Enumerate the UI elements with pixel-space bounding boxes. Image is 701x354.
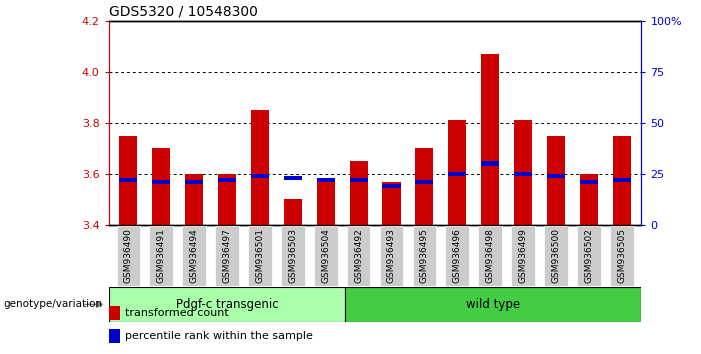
Text: GSM936503: GSM936503	[288, 228, 297, 283]
Bar	[478, 226, 502, 285]
Bar	[317, 182, 335, 225]
Text: GSM936493: GSM936493	[387, 228, 396, 283]
Bar	[514, 172, 532, 176]
Text: transformed count: transformed count	[125, 308, 229, 318]
Bar	[481, 54, 499, 225]
Bar	[347, 226, 370, 285]
Bar	[481, 161, 499, 166]
Text: GSM936504: GSM936504	[321, 228, 330, 283]
Text: GSM936505: GSM936505	[617, 228, 626, 283]
Bar	[109, 287, 346, 322]
Bar	[109, 329, 121, 343]
Bar	[380, 226, 403, 285]
Bar	[185, 174, 203, 225]
Bar	[445, 226, 469, 285]
Bar	[284, 176, 302, 180]
Bar	[415, 180, 433, 184]
Text: GSM936501: GSM936501	[255, 228, 264, 283]
Bar	[149, 226, 173, 285]
Bar	[284, 199, 302, 225]
Bar	[248, 226, 272, 285]
Bar	[218, 174, 236, 225]
Bar	[346, 287, 641, 322]
Text: GDS5320 / 10548300: GDS5320 / 10548300	[109, 5, 257, 19]
Bar	[314, 226, 338, 285]
Bar	[547, 174, 565, 178]
Text: wild type: wild type	[466, 298, 520, 311]
Bar	[544, 226, 568, 285]
Bar	[152, 148, 170, 225]
Text: GSM936502: GSM936502	[585, 228, 593, 283]
Text: GSM936497: GSM936497	[222, 228, 231, 283]
Bar	[251, 174, 269, 178]
Text: GSM936492: GSM936492	[354, 228, 363, 283]
Text: GSM936490: GSM936490	[124, 228, 133, 283]
Bar	[251, 110, 269, 225]
Bar	[610, 226, 634, 285]
Text: GSM936494: GSM936494	[190, 228, 198, 283]
Text: Pdgf-c transgenic: Pdgf-c transgenic	[176, 298, 278, 311]
Bar	[547, 136, 565, 225]
Bar	[613, 178, 631, 182]
Bar	[514, 120, 532, 225]
Bar	[119, 136, 137, 225]
Bar	[448, 120, 466, 225]
Bar	[511, 226, 535, 285]
Bar	[182, 226, 206, 285]
Text: GSM936495: GSM936495	[420, 228, 429, 283]
Bar	[577, 226, 601, 285]
Bar	[383, 184, 400, 188]
Bar	[580, 174, 598, 225]
Bar	[412, 226, 436, 285]
Text: GSM936491: GSM936491	[157, 228, 165, 283]
Text: GSM936499: GSM936499	[519, 228, 528, 283]
Bar	[415, 148, 433, 225]
Text: genotype/variation: genotype/variation	[4, 299, 102, 309]
Text: GSM936496: GSM936496	[453, 228, 462, 283]
Bar	[119, 178, 137, 182]
Bar	[185, 180, 203, 184]
Bar	[613, 136, 631, 225]
Bar	[218, 178, 236, 182]
Bar	[152, 180, 170, 184]
Bar	[215, 226, 239, 285]
Text: percentile rank within the sample: percentile rank within the sample	[125, 331, 313, 341]
Bar	[317, 178, 335, 182]
Text: GSM936500: GSM936500	[552, 228, 560, 283]
Bar	[281, 226, 305, 285]
Bar	[116, 226, 140, 285]
Bar	[350, 178, 367, 182]
Text: GSM936498: GSM936498	[486, 228, 495, 283]
Bar	[109, 306, 121, 320]
Bar	[350, 161, 367, 225]
Bar	[383, 182, 400, 225]
Bar	[580, 180, 598, 184]
Bar	[448, 172, 466, 176]
